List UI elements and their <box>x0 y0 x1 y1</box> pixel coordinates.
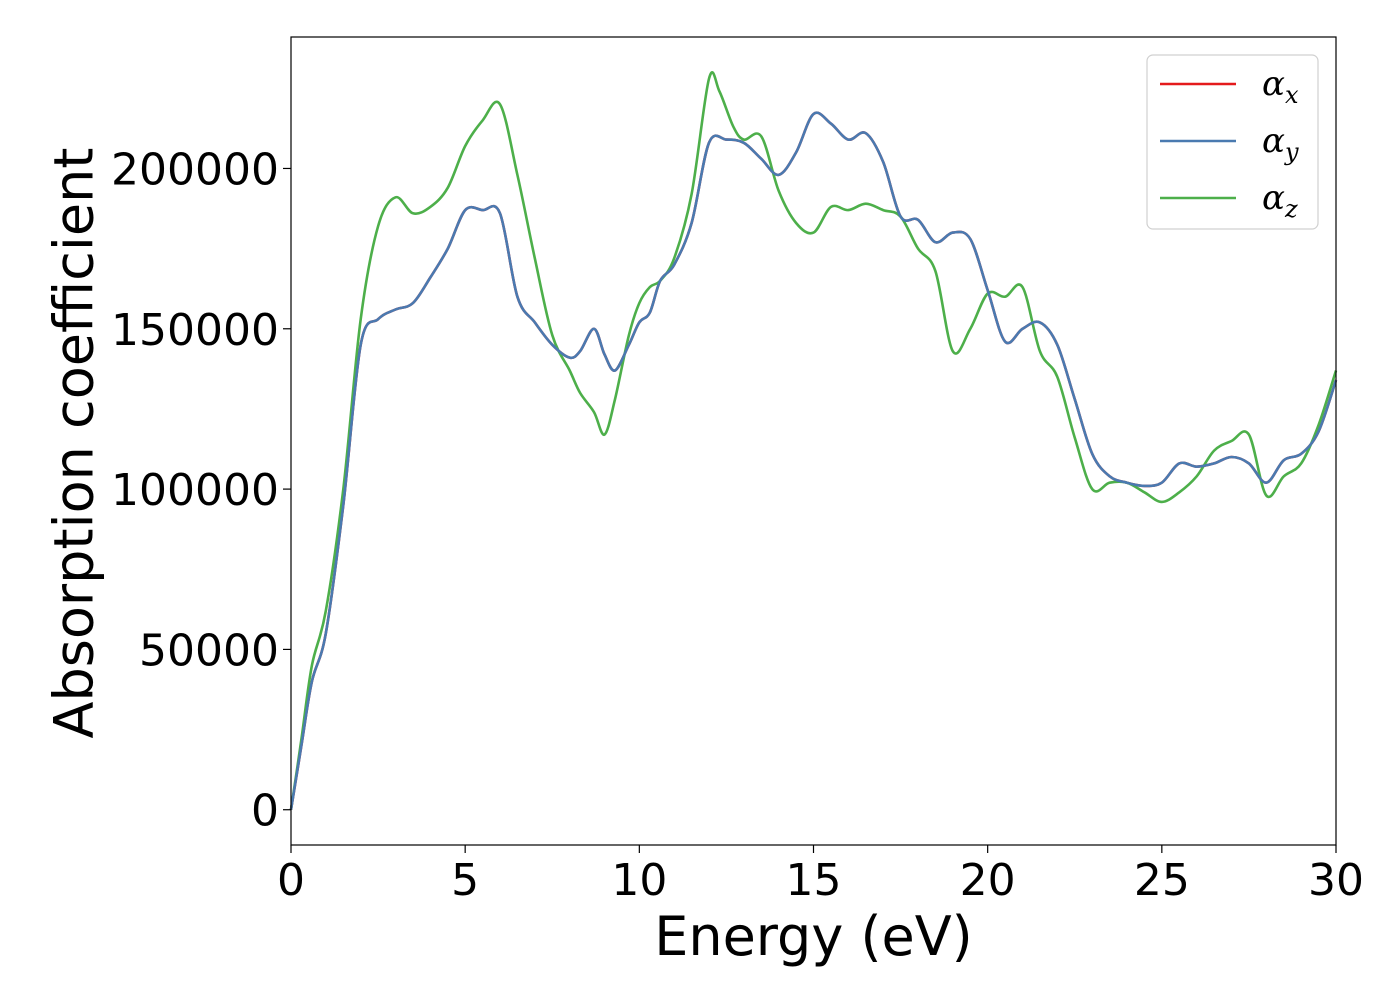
x-tick-label: 20 <box>960 855 1016 906</box>
y-axis-ticks: 0 50000 100000 150000 200000 <box>111 144 291 837</box>
series-layer <box>289 71 1338 810</box>
x-tick-label: 25 <box>1134 855 1190 906</box>
y-tick-label: 100000 <box>111 465 279 516</box>
legend-label-y: αy <box>1262 121 1299 166</box>
y-tick-label: 200000 <box>111 144 279 195</box>
x-axis-label: Energy (eV) <box>654 905 973 968</box>
x-tick-label: 15 <box>786 855 842 906</box>
y-tick-label: 150000 <box>111 305 279 356</box>
legend: αx αy αz <box>1146 54 1319 230</box>
x-tick-label: 10 <box>611 855 667 906</box>
x-axis-ticks: 0 5 10 15 20 25 30 <box>277 845 1364 906</box>
y-axis-label: Absorption coefficient <box>43 148 106 739</box>
x-tick-label: 30 <box>1308 855 1364 906</box>
series-line-z <box>289 71 1338 810</box>
x-tick-label: 0 <box>277 855 305 906</box>
legend-label-x: αx <box>1262 64 1299 109</box>
x-tick-label: 5 <box>451 855 479 906</box>
series-line-y <box>289 111 1338 810</box>
legend-label-z: αz <box>1262 178 1298 223</box>
y-tick-label: 50000 <box>139 625 279 676</box>
y-tick-label: 0 <box>251 786 279 837</box>
